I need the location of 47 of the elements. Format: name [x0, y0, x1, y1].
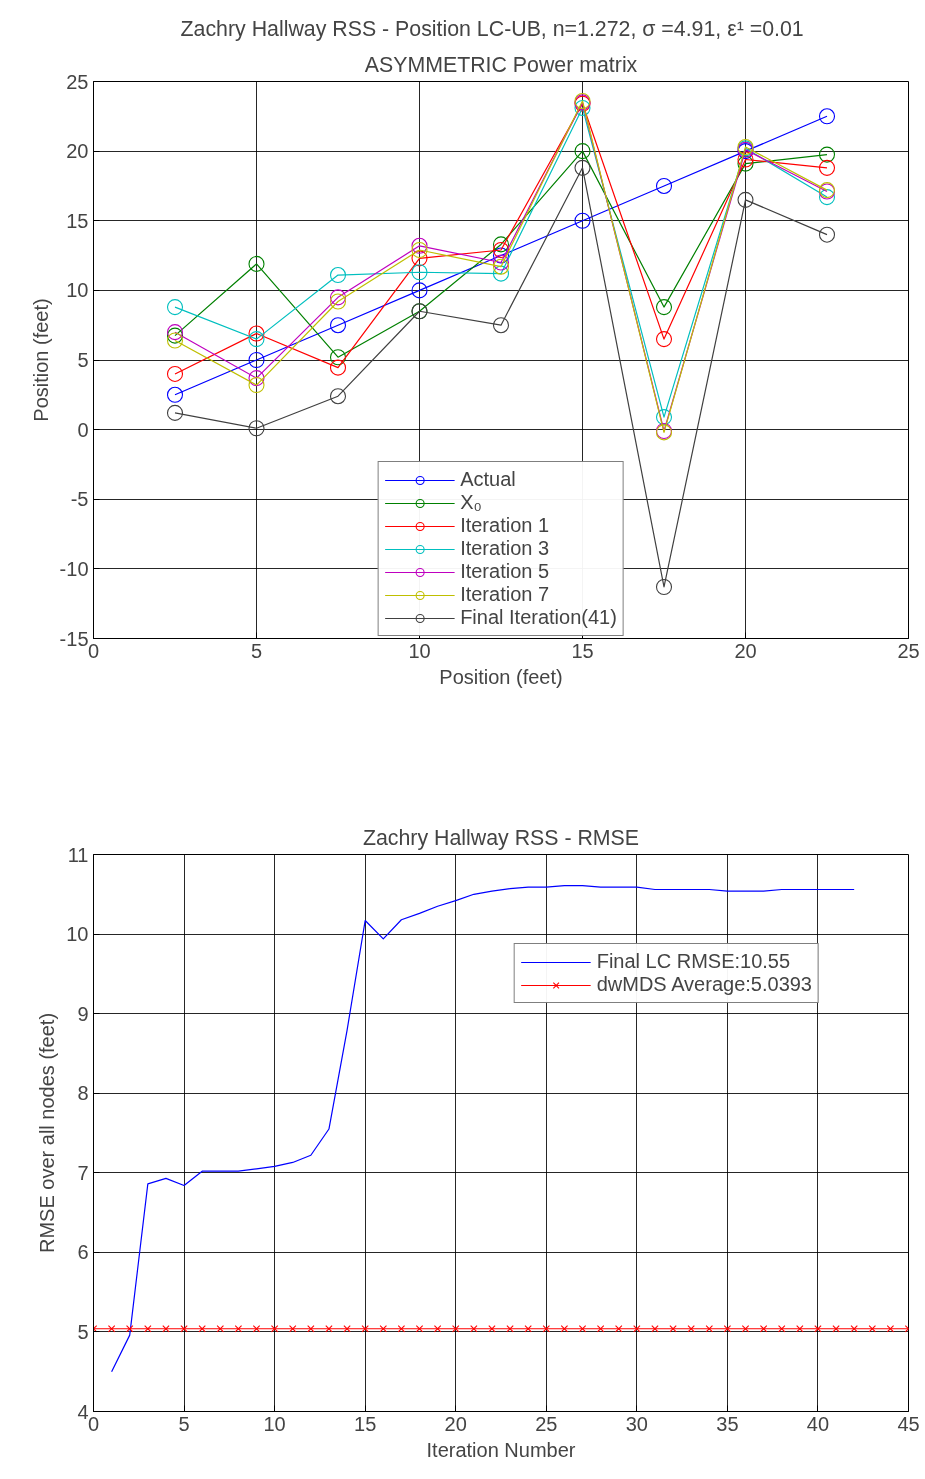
y-tick-label: 9 [77, 1002, 89, 1025]
y-tick-label: 6 [77, 1241, 89, 1264]
y-axis-title: Position (feet) [29, 298, 52, 422]
y-tick-label: -15 [59, 627, 89, 650]
chart-subtitle: ASYMMETRIC Power matrix [364, 52, 638, 77]
y-tick-label: 11 [67, 843, 89, 866]
legend-label: Iteration 3 [460, 537, 550, 560]
x-tick-label: 30 [625, 1412, 648, 1435]
y-tick-label: 4 [77, 1400, 89, 1423]
x-tick-label: 5 [250, 639, 263, 662]
y-tick-label: 7 [77, 1161, 89, 1184]
x-tick-label: 35 [716, 1412, 739, 1435]
x-tick-label: 45 [897, 1412, 920, 1435]
legend-label: Final LC RMSE:10.55 [596, 950, 791, 973]
y-axis-title: RMSE over all nodes (feet) [36, 1012, 59, 1254]
legend-label: Iteration 7 [460, 583, 550, 606]
y-tick-label: 8 [77, 1082, 89, 1105]
y-tick-label: -10 [59, 557, 89, 580]
x-tick-label: 40 [806, 1412, 830, 1435]
x-tick-label: 20 [734, 639, 757, 662]
x-tick-label: 25 [535, 1412, 558, 1435]
y-tick-label: 10 [66, 279, 89, 302]
y-tick-label: 15 [66, 209, 89, 232]
legend-label: Iteration 1 [460, 514, 550, 537]
x-tick-label: 5 [178, 1412, 190, 1435]
x-tick-label: 25 [897, 639, 920, 662]
x-axis-title: Iteration Number [426, 1438, 576, 1461]
y-tick-label: 0 [77, 418, 89, 441]
y-tick-label: -5 [70, 488, 89, 511]
legend-label: Final Iteration(41) [460, 606, 617, 629]
chart-title: Zachry Hallway RSS - Position LC-UB, n=1.272, σ =4.91, ε¹ =0.01 [180, 16, 804, 41]
y-tick-label: 5 [77, 1320, 89, 1343]
x-tick-label: 15 [354, 1412, 377, 1435]
y-tick-label: 5 [77, 349, 89, 371]
x-tick-label: 15 [571, 639, 594, 662]
chart-title: Zachry Hallway RSS - RMSE [362, 825, 640, 850]
legend-label: Iteration 5 [460, 560, 550, 583]
y-tick-label: 25 [66, 70, 89, 93]
legend-label: dwMDS Average:5.0393 [596, 973, 812, 996]
y-tick-label: 10 [66, 923, 89, 946]
x-axis-title: Position (feet) [439, 665, 563, 688]
y-tick-label: 20 [66, 140, 89, 163]
x-tick-label: 20 [444, 1412, 467, 1435]
legend-label: Actual [460, 468, 516, 491]
legend-label: X₀ [460, 491, 482, 514]
x-tick-label: 10 [408, 639, 431, 662]
x-tick-label: 10 [263, 1412, 286, 1435]
